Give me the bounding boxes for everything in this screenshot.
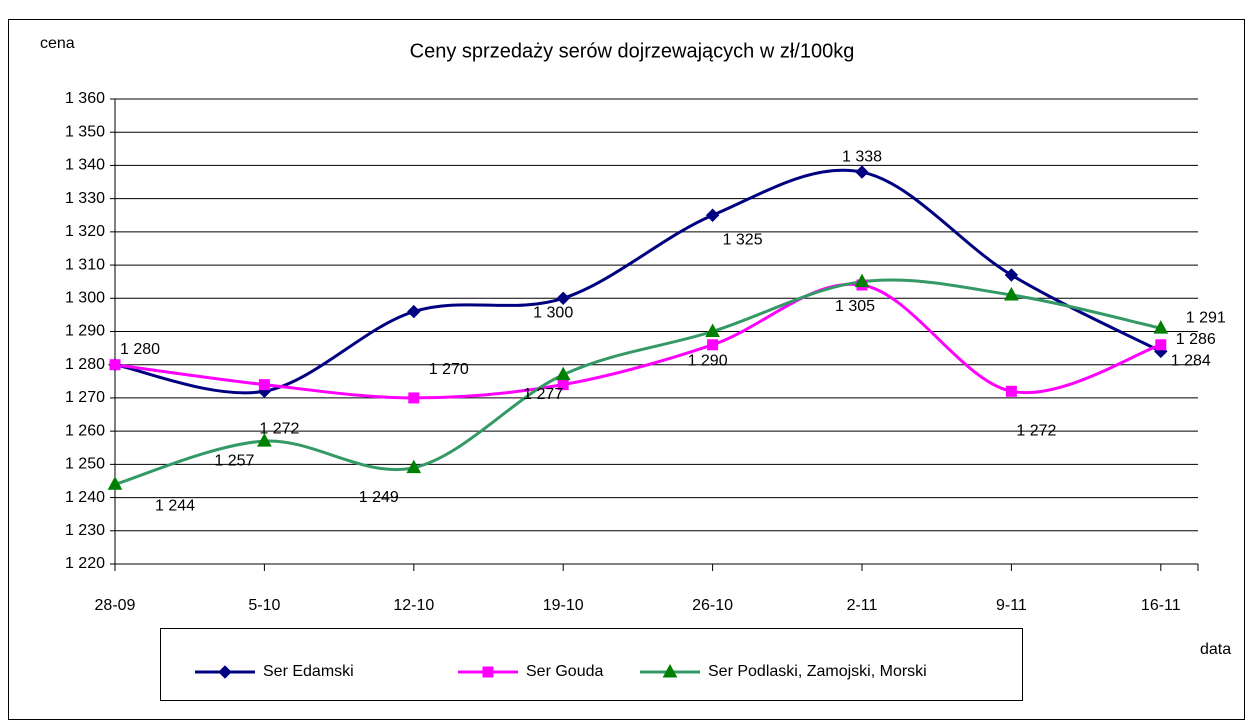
data-label: 1 249 [359, 489, 399, 506]
data-point [406, 459, 422, 474]
data-point [258, 379, 270, 391]
y-tick-label: 1 230 [65, 522, 105, 539]
y-tick-label: 1 220 [65, 555, 105, 572]
y-tick-label: 1 340 [65, 157, 105, 174]
data-label: 1 325 [723, 231, 763, 248]
y-tick-label: 1 310 [65, 256, 105, 273]
y-tick-label: 1 240 [65, 489, 105, 506]
y-axis-label: cena [40, 35, 75, 52]
data-label: 1 270 [429, 361, 469, 378]
y-tick-label: 1 250 [65, 456, 105, 473]
legend [160, 628, 1023, 701]
data-label: 1 257 [214, 452, 254, 469]
data-point [854, 273, 870, 288]
x-tick-label: 2-11 [847, 597, 878, 614]
series-line [114, 282, 1162, 400]
data-point [408, 392, 420, 404]
data-point [109, 359, 121, 371]
data-point [107, 476, 123, 490]
data-label: 1 291 [1186, 309, 1226, 326]
data-point [1004, 286, 1019, 301]
legend-label: Ser Podlaski, Zamojski, Morski [708, 663, 927, 680]
data-label: 1 338 [842, 148, 882, 165]
y-tick-label: 1 330 [65, 190, 105, 207]
series-line [114, 278, 1162, 486]
data-label: 1 244 [155, 498, 195, 515]
data-point [855, 165, 869, 179]
y-tick-label: 1 360 [65, 90, 105, 107]
y-tick-label: 1 290 [65, 323, 105, 340]
y-tick-label: 1 280 [65, 356, 105, 373]
y-tick-label: 1 350 [65, 123, 105, 140]
x-tick-label: 12-10 [393, 597, 434, 614]
legend-label: Ser Edamski [263, 663, 354, 680]
data-point [557, 379, 569, 391]
data-label: 1 305 [835, 298, 875, 315]
y-tick-label: 1 260 [65, 422, 105, 439]
x-axis-label: data [1200, 641, 1231, 658]
data-label: 1 272 [1016, 423, 1056, 440]
x-tick-label: 9-11 [996, 597, 1027, 614]
legend-label: Ser Gouda [526, 663, 603, 680]
data-point [407, 304, 421, 319]
x-tick-label: 5-10 [248, 597, 280, 614]
data-label: 1 280 [120, 341, 160, 358]
x-tick-label: 16-11 [1141, 597, 1181, 614]
x-tick-label: 28-09 [95, 597, 136, 614]
data-point [707, 339, 719, 351]
data-point [705, 208, 720, 222]
legend-marker [482, 666, 494, 678]
data-point [1004, 268, 1019, 282]
data-point [1155, 339, 1167, 351]
data-label: 1 286 [1176, 331, 1216, 348]
data-point [705, 323, 720, 337]
data-point [555, 366, 571, 381]
data-label: 1 290 [688, 353, 728, 370]
x-tick-label: 26-10 [692, 597, 733, 614]
data-point [257, 433, 272, 447]
x-tick-label: 19-10 [543, 597, 584, 614]
legend-marker [218, 665, 232, 679]
y-tick-label: 1 270 [65, 389, 105, 406]
data-point [1005, 385, 1017, 397]
data-label: 1 277 [523, 386, 563, 403]
chart-title: Ceny sprzedaży serów dojrzewających w zł… [410, 40, 855, 62]
y-tick-label: 1 300 [65, 290, 105, 307]
data-point [1153, 320, 1169, 334]
data-label: 1 284 [1171, 353, 1211, 370]
data-label: 1 300 [533, 305, 573, 322]
data-label: 1 272 [259, 421, 299, 438]
y-tick-label: 1 320 [65, 223, 105, 240]
series-line [114, 168, 1162, 395]
data-point [556, 291, 570, 305]
legend-marker [662, 663, 678, 678]
